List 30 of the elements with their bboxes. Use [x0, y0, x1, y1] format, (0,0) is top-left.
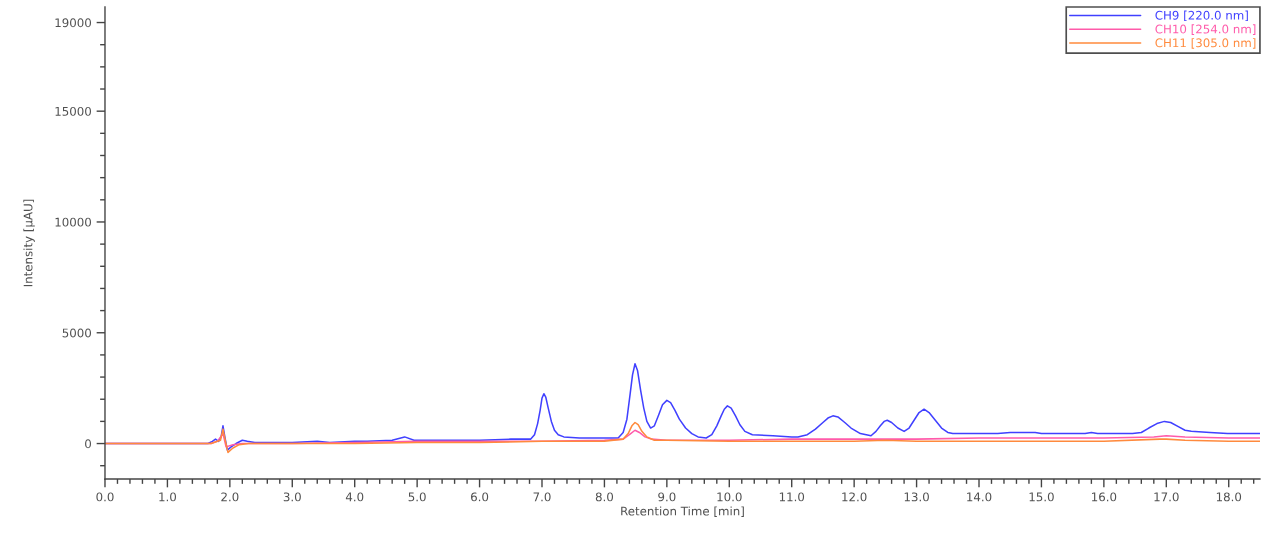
x-tick-label: 5.0: [408, 492, 426, 502]
x-tick-label: 15.0: [1029, 492, 1054, 502]
x-tick-label: 4.0: [345, 492, 364, 502]
x-tick-label: 13.0: [904, 492, 929, 502]
x-axis-title: Retention Time [min]: [621, 506, 744, 517]
x-tick-label: 2.0: [221, 492, 239, 502]
x-tick-label: 12.0: [842, 492, 867, 502]
x-tick-label: 3.0: [283, 492, 301, 502]
y-axis-title: Intensity [µAU]: [23, 199, 35, 287]
y-tick-label: 15000: [55, 106, 92, 116]
x-tick-label: 9.0: [658, 492, 676, 502]
x-tick-label: 11.0: [779, 492, 805, 502]
x-tick-label: 0.0: [96, 492, 114, 502]
text: CH10 [254.0 nm]: [1155, 24, 1256, 35]
x-tick-label: 14.0: [967, 492, 992, 502]
y-tick-label: 0: [85, 439, 92, 449]
x-tick-label: 7.0: [533, 492, 551, 502]
x-tick-label: 6.0: [471, 492, 489, 502]
x-tick-label: 18.0: [1216, 492, 1242, 502]
text: CH9 [220.0 nm]: [1155, 10, 1248, 22]
x-tick-label: 17.0: [1154, 492, 1179, 502]
x-tick-label: 16.0: [1092, 492, 1117, 502]
y-tick-label: 5000: [62, 328, 92, 338]
x-tick-label: 10.0: [717, 492, 742, 502]
y-tick-label: 10000: [55, 217, 92, 227]
text: CH11 [305.0 nm]: [1155, 38, 1256, 49]
x-tick-label: 1.0: [159, 492, 177, 502]
x-tick-label: 8.0: [595, 492, 614, 502]
y-tick-label: 19000: [55, 18, 92, 28]
line-series: [104, 421, 1260, 454]
